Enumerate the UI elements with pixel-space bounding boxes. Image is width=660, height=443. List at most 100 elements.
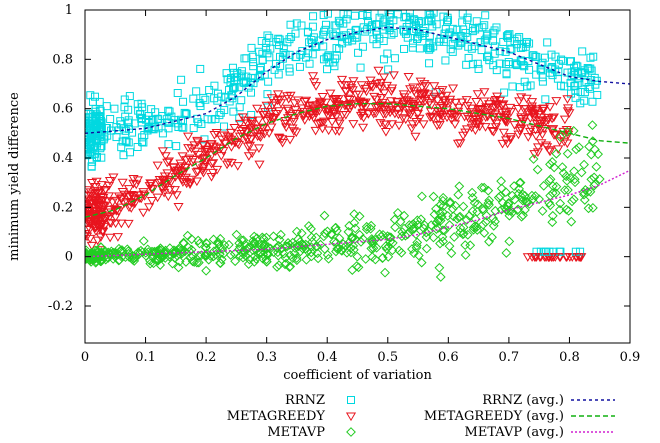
data-point: [363, 25, 372, 34]
data-point: [260, 108, 271, 117]
data-point: [377, 101, 388, 111]
data-point: [110, 213, 121, 222]
data-point: [290, 109, 302, 119]
data-point: [456, 37, 465, 46]
data-point: [107, 126, 116, 135]
data-point: [223, 75, 232, 84]
data-point: [503, 197, 514, 208]
data-point: [273, 250, 284, 261]
data-point: [464, 53, 473, 62]
data-point: [247, 149, 258, 159]
data-point: [500, 187, 511, 198]
data-point: [261, 243, 272, 254]
data-point: [320, 98, 331, 108]
data-point: [414, 114, 425, 124]
x-tick-label: 0.3: [256, 350, 277, 365]
data-point: [413, 250, 424, 261]
data-point: [201, 265, 212, 276]
data-point: [138, 236, 149, 246]
data-point: [563, 205, 574, 216]
points-layer: [85, 10, 605, 282]
data-point: [180, 178, 191, 187]
data-point: [296, 228, 307, 239]
data-point: [249, 62, 258, 71]
data-point: [127, 254, 138, 265]
data-point: [361, 87, 372, 97]
data-point: [291, 128, 302, 138]
data-point: [461, 215, 472, 225]
data-point: [390, 222, 401, 233]
data-point: [208, 159, 219, 168]
data-point: [306, 247, 317, 258]
data-point: [351, 30, 360, 39]
data-point: [548, 71, 557, 80]
data-point: [550, 188, 561, 199]
data-point: [435, 199, 446, 210]
data-point: [455, 139, 466, 148]
data-point: [257, 232, 268, 243]
data-point: [140, 247, 151, 258]
legend-label: RRNZ (avg.): [482, 393, 564, 408]
data-point: [496, 176, 507, 187]
x-tick-label: 0.1: [135, 350, 156, 365]
data-point: [437, 195, 448, 206]
data-point: [562, 139, 573, 149]
data-point: [311, 101, 322, 110]
data-point: [571, 86, 580, 95]
legend-label: METAGREEDY: [227, 409, 326, 424]
data-point: [249, 238, 260, 249]
data-point: [240, 133, 251, 143]
legend-marker-triangle-down: [345, 412, 357, 422]
data-point: [490, 49, 499, 58]
data-point: [541, 247, 550, 256]
data-point: [434, 88, 445, 97]
data-point: [266, 123, 277, 133]
data-point: [144, 203, 155, 212]
data-point: [348, 244, 359, 255]
data-point: [547, 114, 558, 124]
data-point: [450, 200, 461, 211]
data-point: [561, 171, 572, 182]
data-point: [538, 125, 550, 134]
data-point: [237, 96, 246, 105]
data-point: [122, 137, 131, 146]
data-point: [501, 136, 512, 145]
x-tick-label: 0.5: [377, 350, 398, 365]
data-point: [123, 203, 135, 213]
data-point: [97, 130, 106, 139]
data-point: [108, 247, 119, 258]
data-point: [501, 112, 512, 122]
data-point: [152, 161, 163, 171]
data-point: [507, 44, 516, 53]
data-point: [540, 253, 552, 262]
data-point: [284, 239, 295, 250]
data-point: [341, 240, 351, 251]
data-point: [264, 129, 275, 138]
data-point: [501, 110, 512, 120]
data-point: [490, 26, 499, 35]
data-point: [331, 246, 341, 257]
y-tick-label: 0.8: [52, 52, 73, 67]
data-point: [525, 65, 534, 74]
data-point: [282, 104, 293, 114]
data-point: [285, 135, 296, 145]
data-point: [450, 98, 461, 108]
data-point: [370, 103, 381, 113]
data-point: [386, 87, 397, 96]
data-point: [512, 60, 521, 69]
data-point: [593, 149, 604, 160]
data-point: [229, 248, 240, 259]
data-point: [389, 16, 398, 25]
data-point: [527, 190, 537, 201]
data-point: [356, 236, 366, 247]
y-axis-label: minimum yield difference: [7, 92, 22, 261]
data-point: [570, 82, 579, 91]
data-point: [297, 243, 308, 254]
data-point: [479, 228, 490, 238]
data-point: [306, 223, 316, 234]
data-point: [534, 194, 545, 205]
data-point: [429, 10, 438, 17]
data-point: [89, 190, 101, 199]
data-point: [470, 221, 480, 232]
data-point: [85, 255, 95, 265]
